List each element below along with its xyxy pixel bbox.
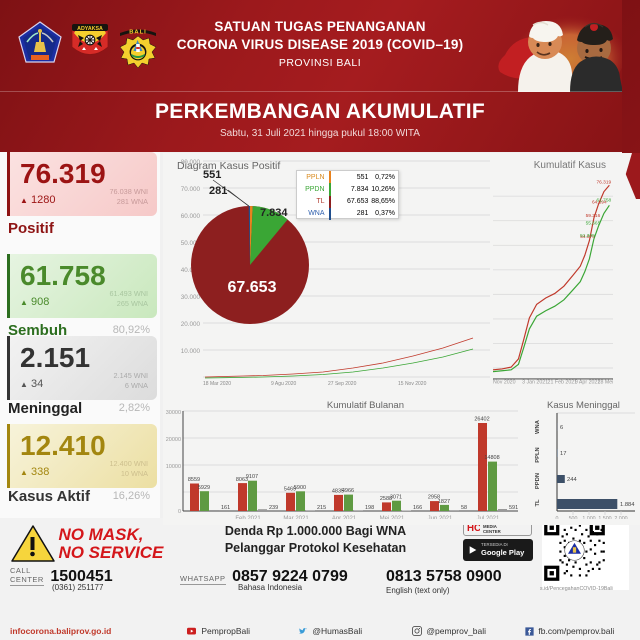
svg-text:5929: 5929 <box>198 485 210 491</box>
svg-text:21 Feb 2021: 21 Feb 2021 <box>548 379 578 385</box>
svg-text:61.758: 61.758 <box>597 198 612 204</box>
svg-text:281: 281 <box>209 185 227 197</box>
svg-text:20000: 20000 <box>166 437 181 443</box>
svg-text:1.500: 1.500 <box>598 516 611 519</box>
svg-text:WNA: WNA <box>535 419 541 434</box>
svg-text:551: 551 <box>203 169 221 181</box>
svg-text:6: 6 <box>560 425 563 431</box>
svg-text:4966: 4966 <box>342 488 354 494</box>
svg-text:55.665: 55.665 <box>586 220 601 226</box>
svg-text:17: 17 <box>560 451 566 457</box>
svg-text:8559: 8559 <box>188 477 200 483</box>
svg-text:9 Agu 2020: 9 Agu 2020 <box>271 381 297 387</box>
svg-text:15 Nov 2020: 15 Nov 2020 <box>398 381 427 387</box>
svg-text:5900: 5900 <box>294 485 306 491</box>
svg-text:27 Sep 2020: 27 Sep 2020 <box>328 381 357 387</box>
svg-text:10000: 10000 <box>166 464 181 470</box>
svg-text:9 Apr 2021: 9 Apr 2021 <box>575 379 601 385</box>
svg-text:76.319: 76.319 <box>597 179 612 185</box>
svg-text:59.216: 59.216 <box>586 213 601 219</box>
svg-text:7.834: 7.834 <box>260 207 288 219</box>
svg-text:9107: 9107 <box>246 474 258 480</box>
svg-text:Mei 2021: Mei 2021 <box>380 516 405 519</box>
svg-text:51.305: 51.305 <box>580 233 595 239</box>
svg-text:161: 161 <box>221 505 230 511</box>
svg-text:30.000: 30.000 <box>181 294 201 301</box>
svg-text:Nov 2020: Nov 2020 <box>493 379 516 385</box>
svg-text:239: 239 <box>269 505 278 511</box>
svg-text:18 Mar 2020: 18 Mar 2020 <box>203 381 231 387</box>
svg-text:Mar 2021: Mar 2021 <box>283 516 309 519</box>
svg-text:67.653: 67.653 <box>228 279 277 296</box>
svg-text:60.000: 60.000 <box>181 213 201 220</box>
svg-text:1827: 1827 <box>438 499 450 505</box>
svg-text:58: 58 <box>461 505 467 511</box>
svg-text:14808: 14808 <box>484 455 499 461</box>
svg-text:1.884: 1.884 <box>620 502 635 508</box>
svg-text:1.000: 1.000 <box>582 516 595 519</box>
svg-text:26402: 26402 <box>474 417 489 423</box>
svg-text:215: 215 <box>317 505 326 511</box>
svg-text:PPLN: PPLN <box>535 447 541 462</box>
svg-text:244: 244 <box>567 477 577 483</box>
svg-text:591: 591 <box>509 505 518 511</box>
svg-text:Apr 2021: Apr 2021 <box>332 516 357 519</box>
svg-text:198: 198 <box>365 505 374 511</box>
svg-text:Jun 2021: Jun 2021 <box>428 516 453 519</box>
svg-text:80.000: 80.000 <box>181 159 201 166</box>
svg-text:TL: TL <box>535 499 541 507</box>
svg-text:500: 500 <box>569 516 578 519</box>
svg-text:2.000: 2.000 <box>614 516 627 519</box>
svg-text:10.000: 10.000 <box>181 348 201 355</box>
svg-text:0: 0 <box>556 516 559 519</box>
svg-text:0: 0 <box>178 509 181 515</box>
svg-text:BALI: BALI <box>129 30 147 36</box>
svg-text:30000: 30000 <box>166 410 181 416</box>
svg-text:70.000: 70.000 <box>181 186 201 193</box>
svg-text:Feb 2021: Feb 2021 <box>235 516 261 519</box>
svg-text:20.000: 20.000 <box>181 321 201 328</box>
svg-text:3071: 3071 <box>390 495 402 501</box>
svg-text:28 Mei: 28 Mei <box>598 379 613 385</box>
svg-text:Jul 2021: Jul 2021 <box>477 516 500 519</box>
svg-text:PPDN: PPDN <box>535 473 541 489</box>
svg-text:3 Jan 2021: 3 Jan 2021 <box>522 379 548 385</box>
svg-text:ADYAKSA: ADYAKSA <box>77 26 103 32</box>
svg-text:166: 166 <box>413 505 422 511</box>
